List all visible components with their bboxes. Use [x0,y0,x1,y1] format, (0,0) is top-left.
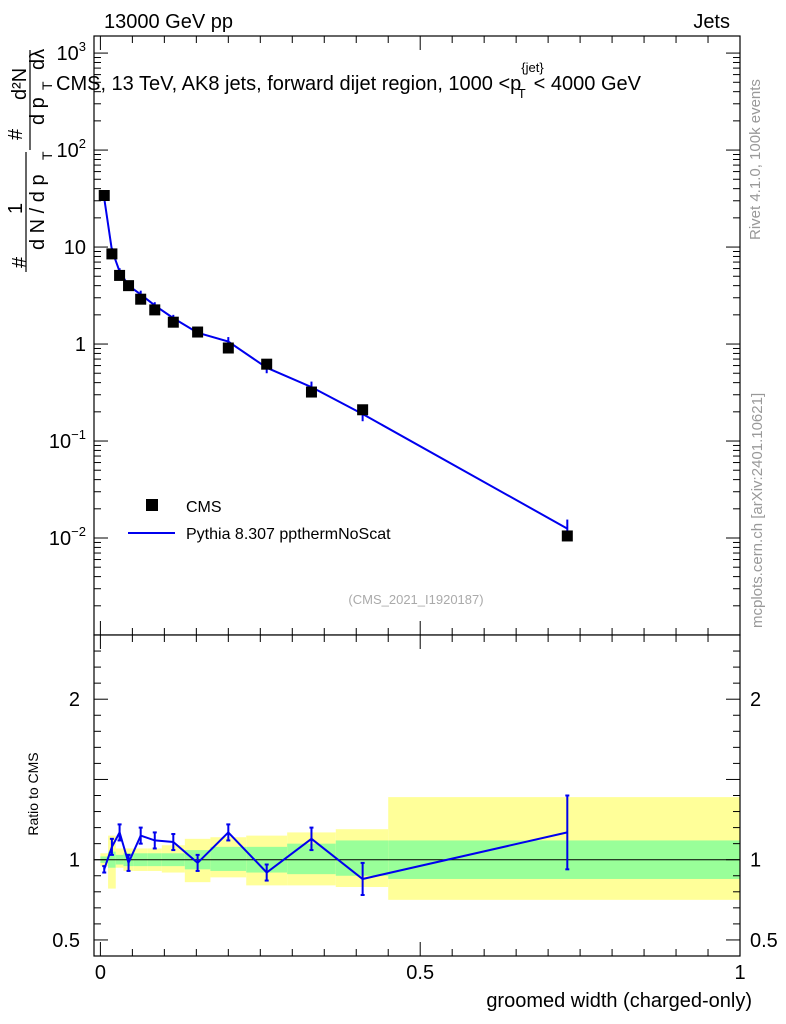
ratio-y-tick-label: 2 [69,689,80,711]
ratio-plot-frame [93,634,741,957]
ratio-y-axis-label: Ratio to CMS [25,752,41,835]
ratio-stat-band [210,846,247,871]
main-x-ticks [99,36,741,635]
cms-data-point [135,293,147,305]
svg-text:T: T [39,81,55,90]
main-data-layer [98,190,573,542]
main-y-tick-label: 10−1 [49,427,86,453]
svg-text:d²N: d²N [9,68,31,100]
svg-text:d p: d p [27,97,49,125]
main-y-tick-label: 103 [57,39,86,65]
ratio-x-tick-label: 1 [734,962,745,984]
cms-data-point [106,248,118,260]
svg-text:#: # [5,128,27,140]
ratio-x-tick-label: 0.5 [406,962,434,984]
cms-data-point [98,190,110,202]
ratio-plot-area [94,635,740,956]
ratio-y-tick-label-right: 2 [750,689,761,711]
main-y-axis-label: # 1 d N / d p T d²N # d p T dλ [5,49,55,272]
cms-data-point [261,358,273,370]
legend-pythia-label: Pythia 8.307 ppthermNoScat [186,526,391,543]
svg-text:T: T [39,151,55,160]
ratio-x-ticks: 0 0.5 1 [95,635,746,984]
x-axis-label: groomed width (charged-only) [486,990,752,1012]
cms-data-point [114,269,126,281]
mcplots-credit-label: mcplots.cern.ch [arXiv:2401.10621] [749,393,766,628]
main-y-tick-label: 10−2 [49,524,86,550]
main-plot-area [94,36,740,635]
ratio-y-ticks: 0.5 0.5 1 1 2 2 [52,650,778,952]
svg-text:#: # [9,256,31,268]
cms-data-point [305,386,317,398]
ratio-y-tick-label: 1 [69,850,80,872]
cms-data-point [149,304,161,316]
svg-text:1: 1 [5,203,27,214]
cms-data-point [222,342,234,354]
ratio-panel: 0.5 0.51 12 2 0 0.5 1 Ratio to CMS groomed wi… [25,634,778,1012]
legend-cms-label: CMS [186,499,222,516]
cms-data-point [357,404,369,416]
cms-data-point [123,280,135,292]
legend-cms-marker [146,499,158,511]
main-chart-title: CMS, 13 TeV, AK8 jets, forward dijet reg… [56,60,642,101]
ratio-y-tick-label-right: 1 [750,850,761,872]
beam-label: 13000 GeV pp [104,11,233,33]
svg-text:d N / d p: d N / d p [27,174,49,250]
analysis-id-label: (CMS_2021_I1920187) [348,592,483,607]
main-y-tick-label: 1 [75,334,86,356]
rivet-version-label: Rivet 4.1.0, 100k events [747,79,764,240]
group-label: Jets [693,11,730,33]
main-y-tick-label: 102 [57,136,86,162]
ratio-y-tick-label-right: 0.5 [750,930,778,952]
cms-data-point [561,530,573,542]
legend: CMS Pythia 8.307 ppthermNoScat [128,499,391,543]
ratio-y-tick-label: 0.5 [52,930,80,952]
main-y-tick-label: 10 [64,237,86,259]
ratio-x-tick-label: 0 [95,962,106,984]
ratio-data-layer [102,794,570,897]
cms-data-point [167,316,179,328]
cms-data-point [192,326,204,338]
svg-text:dλ: dλ [27,49,49,70]
